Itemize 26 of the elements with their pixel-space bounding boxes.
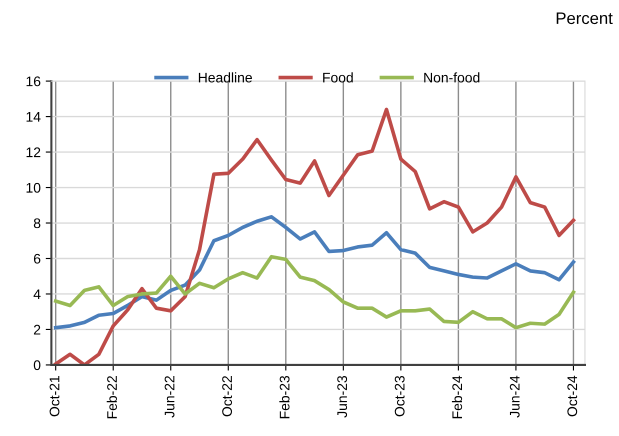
- line-series: [54, 215, 576, 330]
- x-tick-label: Oct-22: [222, 376, 232, 416]
- legend-label: Food: [323, 72, 353, 83]
- x-tick-label: Jun-23: [337, 376, 348, 418]
- x-tick-label: Jun-22: [164, 376, 174, 418]
- x-tick-label: Oct-21: [50, 376, 60, 416]
- x-tick-label: Feb-23: [279, 376, 290, 418]
- legend-label: Headline: [198, 72, 252, 83]
- x-tick-label: Feb-24: [452, 376, 462, 418]
- y-tick-label: 0: [34, 360, 40, 370]
- line-series: [54, 108, 576, 365]
- legend-label: Non-food: [424, 72, 480, 83]
- x-tick-label: Oct-24: [567, 376, 578, 416]
- x-tick-label: Jun-24: [510, 376, 520, 418]
- y-axis-title: Percent: [556, 12, 613, 24]
- y-tick-label: 16: [26, 76, 40, 86]
- y-tick-label: 6: [34, 254, 40, 264]
- x-tick-label: Oct-23: [394, 376, 405, 416]
- y-tick-label: 10: [26, 182, 40, 193]
- x-tick-label: Feb-22: [106, 376, 117, 418]
- line-series: [54, 254, 576, 330]
- y-tick-label: 8: [34, 218, 40, 228]
- y-tick-label: 2: [34, 324, 40, 334]
- y-tick-label: 4: [34, 289, 41, 300]
- y-tick-label: 12: [26, 147, 40, 158]
- y-tick-label: 14: [26, 112, 41, 122]
